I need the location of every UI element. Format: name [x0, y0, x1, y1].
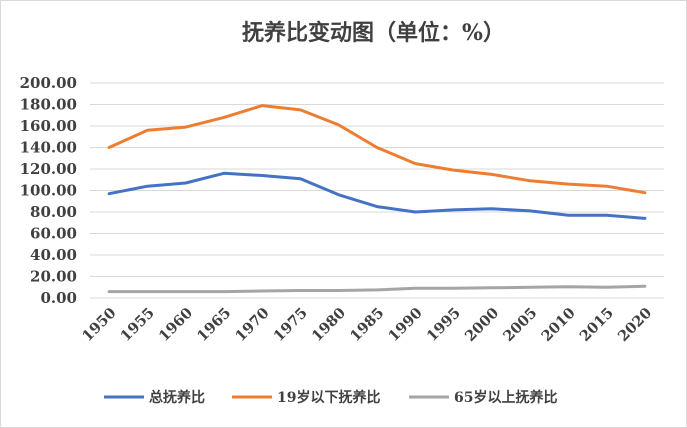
chart-title: 抚养比变动图（单位：%）	[242, 20, 505, 46]
x-tick-label: 1995	[423, 304, 464, 345]
x-tick-label: 1975	[270, 304, 311, 345]
y-tick-label: 120.00	[20, 160, 77, 178]
series-lines	[107, 104, 647, 294]
legend-label-0: 总抚养比	[149, 389, 205, 406]
x-tick-label: 1965	[194, 304, 235, 345]
y-tick-label: 140.00	[20, 139, 77, 157]
y-tick-label: 80.00	[30, 203, 77, 221]
legend-label-1: 19岁以下抚养比	[277, 389, 380, 406]
x-tick-label: 1955	[117, 304, 158, 345]
y-tick-label: 40.00	[30, 246, 77, 264]
series-line-0	[107, 171, 647, 220]
series-line-1	[107, 104, 647, 195]
x-tick-label: 1950	[79, 304, 120, 345]
y-tick-label: 160.00	[20, 117, 77, 135]
x-tick-label: 1960	[156, 304, 197, 345]
gridlines	[90, 82, 664, 299]
x-tick-label: 2015	[576, 304, 617, 345]
legend-label-2: 65岁以上抚养比	[454, 389, 557, 406]
y-axis-ticks: 0.00 20.00 40.00 60.00 80.00 100.00 120.00 140.…	[20, 74, 77, 307]
y-tick-label: 100.00	[20, 182, 77, 200]
x-tick-label: 1990	[385, 304, 426, 345]
x-tick-label: 2010	[538, 304, 579, 345]
series-line-2	[107, 284, 647, 294]
y-tick-label: 0.00	[40, 289, 77, 307]
legend: 总抚养比 19岁以下抚养比 65岁以上抚养比	[104, 389, 557, 406]
y-tick-label: 20.00	[30, 268, 77, 286]
x-tick-label: 1985	[347, 304, 388, 345]
x-tick-label: 1970	[232, 304, 273, 345]
x-axis-ticks: 1950195519601965197019751980198519901995…	[79, 304, 655, 345]
y-tick-label: 180.00	[20, 96, 77, 114]
x-tick-label: 2000	[462, 304, 503, 345]
y-tick-label: 200.00	[20, 74, 77, 92]
x-tick-label: 1980	[309, 304, 350, 345]
x-tick-label: 2020	[615, 304, 656, 345]
y-tick-label: 60.00	[30, 225, 77, 243]
x-tick-label: 2005	[500, 304, 541, 345]
